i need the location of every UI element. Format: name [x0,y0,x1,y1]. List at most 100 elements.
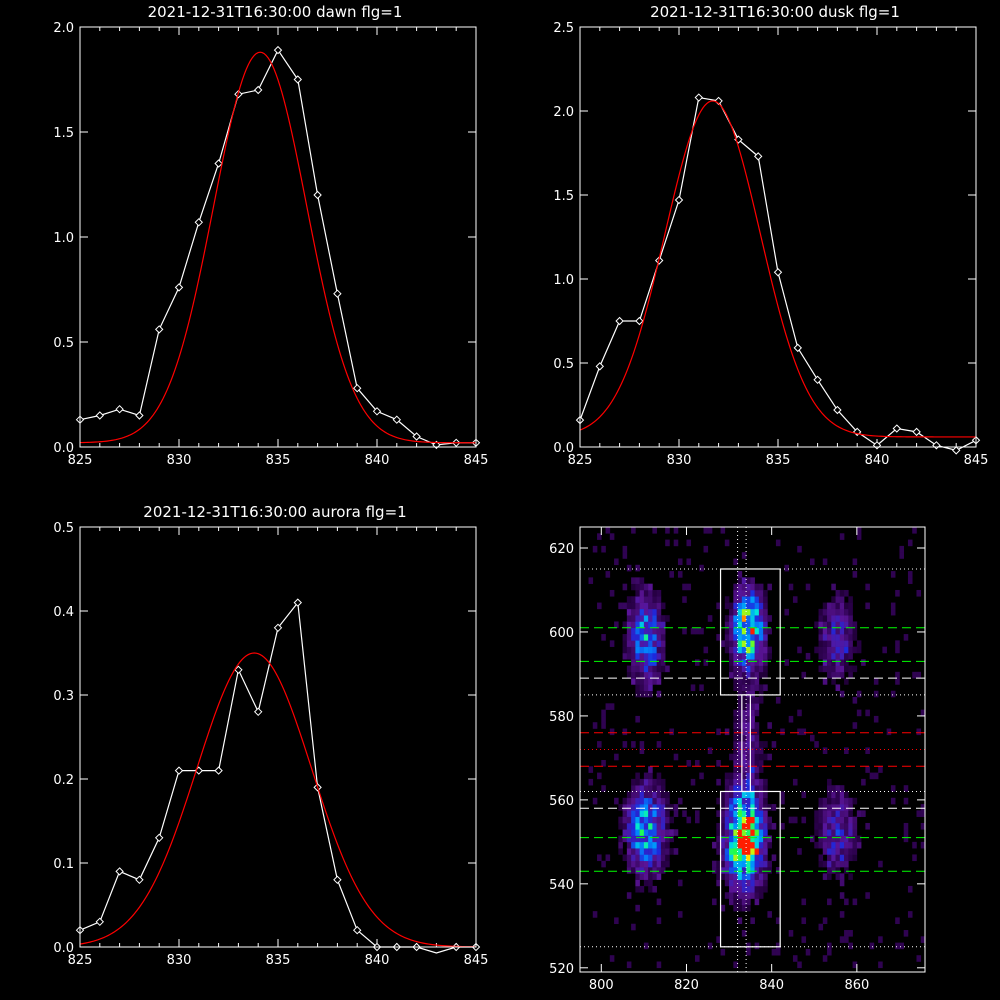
heatmap-cell [733,791,738,799]
heatmap-cell [737,634,743,641]
heatmap-cell [631,627,636,635]
heatmap-cell [848,854,853,862]
heatmap-cell [724,596,730,603]
dawn-data-point [273,45,283,55]
heatmap-cell [733,596,738,603]
heatmap-cell [660,602,666,610]
heatmap-cell [639,822,645,830]
heatmap-cell [639,810,645,817]
heatmap-cell [631,608,636,616]
heatmap-cell [737,615,743,622]
heatmap-cell [827,860,832,868]
heatmap-cell [720,640,726,647]
heatmap-cell [771,822,777,830]
heatmap-cell [660,816,666,824]
heatmap-cell [729,816,734,824]
heatmap-cell [729,822,734,830]
heatmap-cell [903,634,909,641]
heatmap-cell [729,602,734,610]
heatmap-cell [746,772,751,780]
heatmap-cell [737,797,743,805]
heatmap-cell [822,848,828,855]
dusk-xtick-label: 845 [964,453,989,468]
heatmap-cell [750,791,755,799]
heatmap-cell [835,860,841,868]
dusk-panel: 2021-12-31T16:30:00 dusk flg=1 825 830 835… [553,3,988,468]
heatmap-cell [588,766,594,773]
heatmap-cell [720,860,726,868]
heatmap-cell [746,709,751,717]
heatmap-cell [724,822,730,830]
heatmap-cell [848,627,853,635]
heatmap-cell [750,583,755,591]
heatmap-cell [660,646,666,654]
dawn-data-point [135,411,144,420]
heatmap-cell [660,841,666,849]
heatmap-cell [635,797,640,805]
heatmap-cell [750,816,755,824]
heatmap-cell [822,841,828,849]
heatmap-cell [626,627,632,635]
heatmap-cell [835,822,841,830]
heatmap-cell [758,785,764,792]
aurora-ytick-label: 0.2 [53,773,74,788]
heatmap-cell [656,634,662,641]
heatmap-cell [780,728,785,736]
heatmap-cell [839,671,845,679]
heatmap-cell [639,602,645,610]
heatmap-cell [729,634,734,641]
heatmap-cell [848,640,853,647]
heatmap-cell [626,640,632,647]
heatmap-cell [852,665,858,673]
heatmap-cell [716,860,721,868]
heatmap-cell [737,709,743,717]
heatmap-cell [856,841,862,849]
dusk-data-point [635,316,644,326]
heatmap-cell [754,829,760,836]
heatmap-cell [665,860,670,868]
heatmap-cell [775,539,781,547]
heatmap-cell [622,822,628,830]
heatmap-cell [656,640,662,647]
heatmap-cell [827,640,832,647]
heatmap-cell [848,671,853,679]
heatmap-cell [839,615,845,622]
heatmap-cell [631,804,636,811]
heatmap-cell [818,810,824,817]
heatmap-cell [669,829,675,836]
heatmap-cell [656,860,662,868]
heatmap-cell [797,709,802,717]
heatmap-cell [827,671,832,679]
heatmap-cell [792,596,798,603]
heatmap-cell [758,867,764,874]
heatmap-cell [631,923,636,931]
heatmap-cell [656,602,662,610]
heatmap-cell [801,728,807,736]
heatmap-cell [839,879,845,887]
heatmap-cell [844,841,849,849]
heatmap-cell [669,728,675,736]
heatmap-cell [656,791,662,799]
heatmap-cell [754,671,760,679]
heatmap-cell [741,589,747,597]
heatmap-cell [720,797,726,805]
heatmap-cell [716,841,721,849]
heatmap-cell [724,646,730,654]
heatmap-cell [648,785,653,792]
heatmap-cell [631,652,636,660]
heatmap-cell [648,835,653,843]
heatmap-cell [741,741,747,748]
heatmap-cell [822,810,828,817]
heatmap-cell [635,867,640,874]
heatmap-cell [758,822,764,830]
heatmap-cell [648,634,653,641]
heatmap-cell [673,539,679,547]
heatmap-cell [831,646,836,654]
heatmap-cell [801,898,807,906]
heatmap-cell [639,747,645,754]
heatmap-cell [741,715,747,723]
heatmap-cell [746,753,751,761]
heatmap-cell [720,829,726,836]
heatmap-cell [754,879,760,887]
heatmap-cell [741,904,747,912]
